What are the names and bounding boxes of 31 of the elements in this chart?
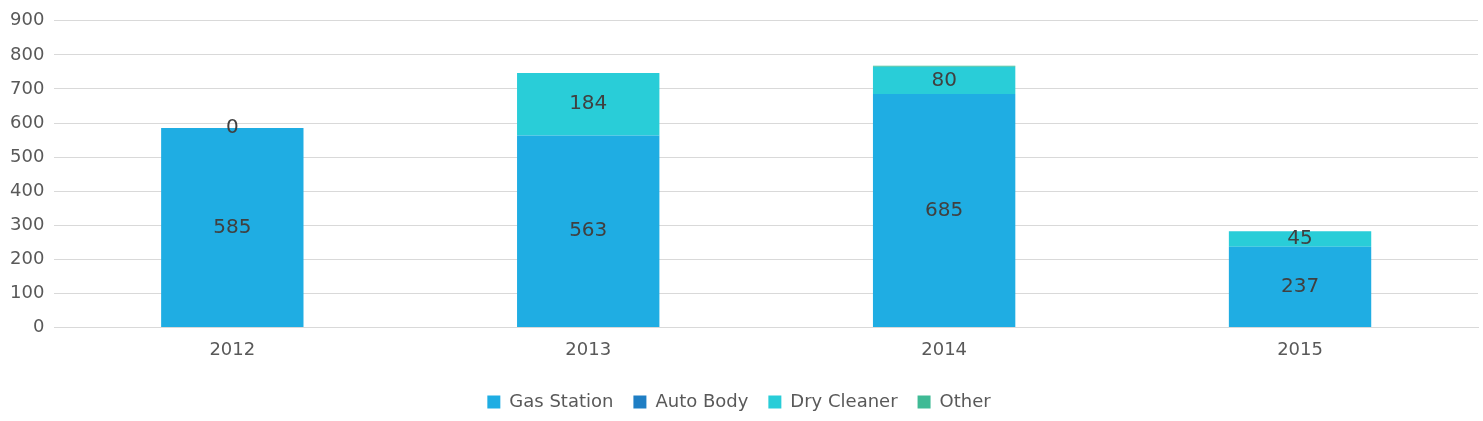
data-label: 80 <box>931 66 957 91</box>
y-tick-label: 400 <box>10 178 45 200</box>
bar <box>517 72 660 136</box>
bar <box>872 94 1016 327</box>
x-tick-label: 2014 <box>921 337 968 359</box>
data-label: 563 <box>569 217 608 242</box>
x-tick-label: 2012 <box>209 337 256 359</box>
bar <box>1228 231 1372 247</box>
legend-label: Gas Station <box>509 389 614 411</box>
y-tick-label: 500 <box>10 144 45 166</box>
bar <box>872 66 1016 95</box>
y-tick-label: 600 <box>10 110 45 132</box>
legend-label: Auto Body <box>655 389 749 411</box>
legend-label: Dry Cleaner <box>790 389 899 411</box>
bar <box>517 135 660 327</box>
data-label: 45 <box>1287 225 1313 250</box>
y-tick-label: 300 <box>10 212 45 234</box>
data-label: 237 <box>1280 272 1320 297</box>
y-tick-label: 800 <box>10 42 45 64</box>
x-tick-label: 2015 <box>1277 337 1323 359</box>
y-tick-label: 100 <box>10 281 45 303</box>
data-label: 184 <box>569 90 608 115</box>
y-tick-label: 200 <box>10 246 45 268</box>
data-label: 585 <box>213 213 252 238</box>
legend-label: Other <box>939 389 992 411</box>
y-tick-label: 0 <box>32 315 45 337</box>
x-tick-label: 2013 <box>565 337 612 359</box>
data-label: 685 <box>925 196 964 221</box>
bar <box>1228 246 1372 327</box>
y-tick-label: 700 <box>10 76 45 98</box>
y-tick-label: 900 <box>10 8 45 30</box>
